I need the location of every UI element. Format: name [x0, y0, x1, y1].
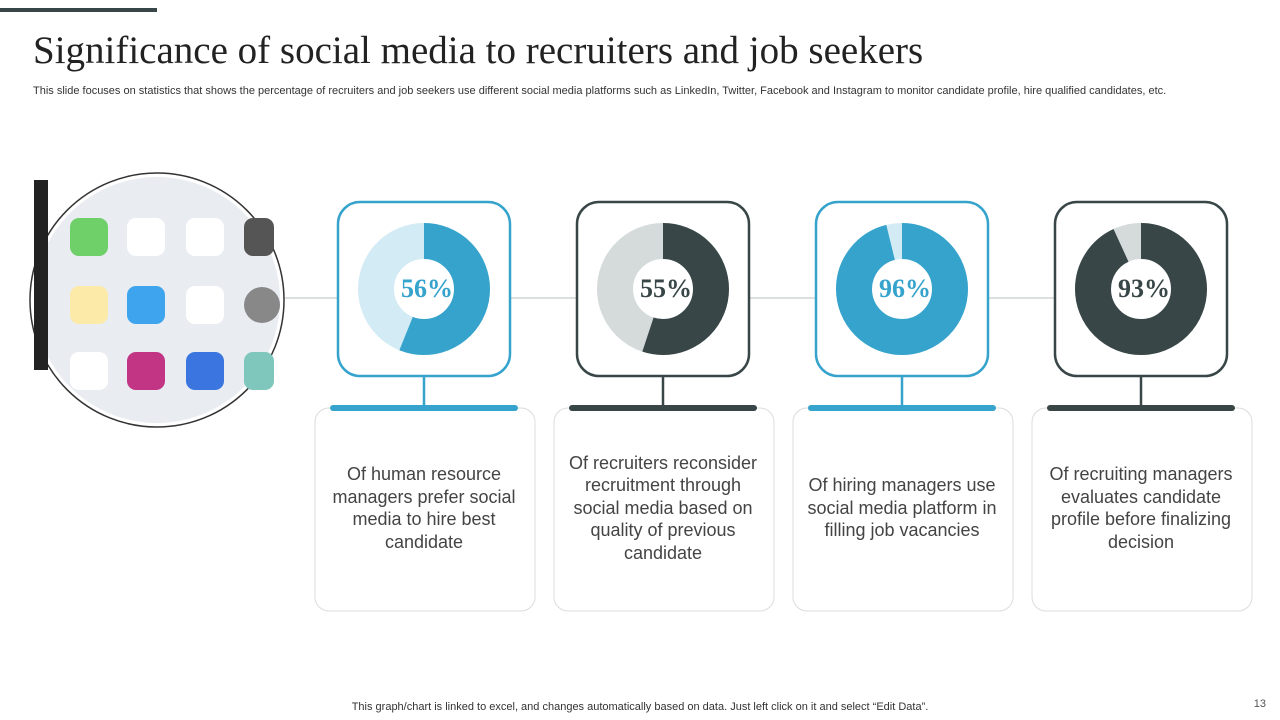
card-bar: [808, 405, 996, 411]
card-bar: [569, 405, 757, 411]
accent-bar: [0, 8, 157, 12]
description: Of human resource managers prefer social…: [332, 464, 516, 552]
title: Significance of social media to recruite…: [33, 29, 924, 72]
donut-segment: [1075, 223, 1207, 355]
card-bar: [1047, 405, 1235, 411]
card-bar: [330, 405, 518, 411]
page-number: 13: [1253, 698, 1266, 710]
value-label: 96%: [879, 274, 931, 303]
subtitle: This slide focuses on statistics that sh…: [33, 85, 1167, 97]
value-label: 93%: [1118, 274, 1170, 303]
description: Of recruiters reconsider recruitment thr…: [568, 452, 758, 563]
donut-segment: [358, 223, 490, 355]
description: Of hiring managers use social media plat…: [807, 475, 997, 540]
phone-image: [29, 172, 285, 428]
donut-segment: [597, 223, 729, 355]
value-label: 55%: [640, 274, 692, 303]
donut-segment: [836, 223, 968, 355]
footer: This graph/chart is linked to excel, and…: [351, 701, 929, 713]
description: Of recruiting managers evaluates candida…: [1049, 464, 1233, 552]
value-label: 56%: [401, 274, 453, 303]
